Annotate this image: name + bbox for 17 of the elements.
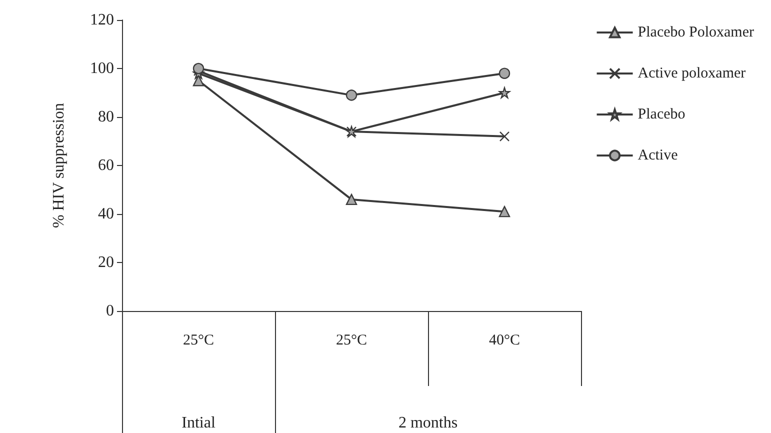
x-tick-label: 25°C: [182, 332, 214, 348]
y-tick-label: 80: [98, 108, 114, 126]
x-tick-label: 40°C: [488, 332, 520, 348]
y-tick-label: 60: [98, 157, 114, 174]
text: Intial: [182, 414, 216, 432]
legend-label: Placebo Poloxamer: [638, 24, 754, 40]
x-tick-label: 25°C: [336, 332, 368, 348]
legend-label: Active poloxamer: [638, 66, 746, 82]
y-tick-label: 100: [90, 60, 114, 77]
y-tick-label: 40: [98, 206, 114, 222]
y-axis-title: % HIV suppression: [50, 102, 68, 228]
legend-label: Placebo: [638, 106, 686, 122]
y-tick-label: 20: [98, 254, 114, 271]
legend-label: Active: [638, 148, 678, 164]
y-tick-label: 0: [106, 302, 114, 320]
y-tick-label: 120: [90, 12, 114, 28]
text: 2 months: [398, 414, 458, 432]
